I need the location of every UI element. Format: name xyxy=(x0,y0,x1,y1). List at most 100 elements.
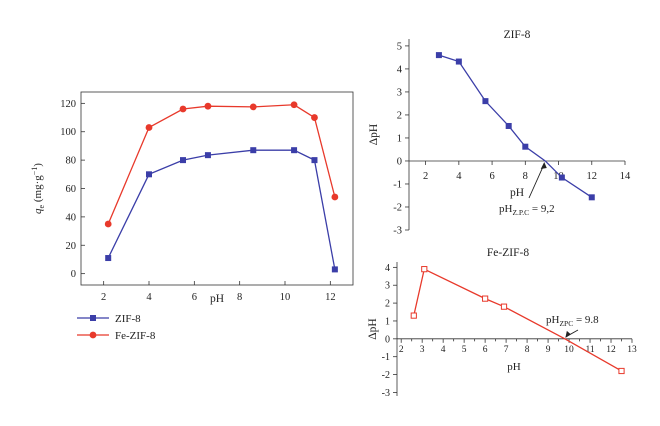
data-point-zif-8 xyxy=(505,122,512,129)
x-axis-label: pH xyxy=(210,293,224,305)
y-tick-label: 1 xyxy=(385,316,390,327)
x-axis-label: pH xyxy=(507,361,521,373)
x-tick-label: 2 xyxy=(399,345,404,355)
x-tick-label: 6 xyxy=(192,292,197,303)
data-point-zif-8 xyxy=(105,255,112,262)
data-point-fe-zif-8 xyxy=(249,103,257,111)
x-tick-label: 2 xyxy=(423,171,428,182)
y-tick-label: 2 xyxy=(397,110,402,121)
zpc-annotation-sub: ZPC xyxy=(559,319,573,328)
x-tick-label: 3 xyxy=(420,345,425,355)
x-tick-label: 6 xyxy=(483,345,488,355)
data-point-fe-zif-8 xyxy=(145,124,153,131)
data-point-fe-zif-8 xyxy=(421,266,428,273)
y-tick-label: -1 xyxy=(393,179,402,190)
series-line-zif-8 xyxy=(107,149,336,270)
y-tick-label: 2 xyxy=(385,299,390,310)
y-tick-label: 60 xyxy=(66,184,77,195)
plot-frame xyxy=(80,91,354,286)
data-point-fe-zif-8 xyxy=(410,312,417,319)
data-point-fe-zif-8 xyxy=(482,295,489,302)
data-point-zif-8 xyxy=(331,266,338,273)
data-point-fe-zif-8 xyxy=(311,114,318,121)
y-tick-label: 0 xyxy=(385,334,390,345)
y-tick-label: 80 xyxy=(66,156,77,167)
x-tick-label: 13 xyxy=(627,345,637,355)
y-axis-label-unit: (mg·g xyxy=(32,175,44,205)
legend-label-fe-zif-8: Fe-ZIF-8 xyxy=(115,330,156,342)
y-tick-label: 5 xyxy=(397,41,402,52)
y-tick-label: 1 xyxy=(397,133,402,144)
y-tick-label: 4 xyxy=(385,263,390,274)
data-point-fe-zif-8 xyxy=(500,303,508,310)
data-point-zif-8 xyxy=(180,157,186,164)
fezif8-delta-ph-panel: 2 3 4 5 6 7 8 9 10 11 12 1343210-1-2-3Fe-ZIF-8pHΔpH… xyxy=(367,247,637,399)
panel-title: Fe-ZIF-8 xyxy=(487,247,529,259)
y-tick-label: 20 xyxy=(66,241,77,252)
x-tick-label: 7 xyxy=(504,345,509,355)
series-line-zif-8 xyxy=(438,54,593,198)
zpc-annotation: pHZPC = 9.8 xyxy=(546,314,599,328)
y-tick-label: 3 xyxy=(397,87,402,98)
y-tick-label: 120 xyxy=(60,99,76,110)
y-tick-label: 4 xyxy=(397,64,403,75)
y-tick-label: 0 xyxy=(397,156,402,167)
zpc-annotation-value: = 9,2 xyxy=(529,203,554,215)
data-point-zif-8 xyxy=(311,157,318,164)
zpc-annotation-value: = 9.8 xyxy=(573,314,599,326)
x-tick-label: 4 xyxy=(146,292,152,303)
zpc-annotation-ph: pH xyxy=(546,314,560,326)
x-tick-label: 6 xyxy=(489,171,494,182)
x-axis-label: pH xyxy=(510,187,524,199)
series-line-fe-zif-8 xyxy=(107,104,336,225)
x-tick-label: 8 xyxy=(525,345,530,355)
x-tick-label: 12 xyxy=(325,292,336,303)
x-tick-label: 8 xyxy=(237,292,242,303)
y-tick-label: 3 xyxy=(385,281,390,292)
legend-marker-zif-8 xyxy=(90,315,96,321)
data-point-fe-zif-8 xyxy=(331,193,339,201)
y-tick-label: -2 xyxy=(382,370,390,381)
x-tick-label: 8 xyxy=(523,171,528,182)
x-tick-label: 5 xyxy=(462,345,467,355)
x-tick-label: 4 xyxy=(441,345,446,355)
zpc-annotation-ph: pH xyxy=(499,203,513,215)
x-tick-label: 4 xyxy=(456,171,462,182)
data-point-fe-zif-8 xyxy=(104,220,112,228)
zif8-delta-ph-panel: 2 4 6 8 10 12 14543210-1-2-3ZIF-8pHΔpHpHZ.P.C … xyxy=(368,29,631,237)
y-axis-label-sup: −1 xyxy=(30,167,39,176)
annotation-arrowhead xyxy=(540,161,547,169)
y-tick-label: -2 xyxy=(393,202,402,213)
data-point-zif-8 xyxy=(522,143,529,150)
x-tick-label: 12 xyxy=(587,171,598,182)
x-tick-label: 10 xyxy=(553,171,564,182)
y-axis-label-q: q xyxy=(32,208,44,214)
zpc-annotation: pHZ.P.C = 9,2 xyxy=(499,203,555,217)
x-tick-label: 2 xyxy=(101,292,106,303)
data-point-fe-zif-8 xyxy=(290,101,298,109)
y-tick-label: -3 xyxy=(393,226,402,237)
series-line-fe-zif-8 xyxy=(413,268,622,372)
panel-title: ZIF-8 xyxy=(504,29,531,41)
x-tick-label: 14 xyxy=(620,171,631,182)
x-tick-label: 9 xyxy=(546,345,551,355)
y-tick-label: 0 xyxy=(71,269,76,280)
y-axis-label: qe (mg·g−1) xyxy=(30,163,46,214)
data-point-fe-zif-8 xyxy=(179,105,187,113)
x-tick-label: 12 xyxy=(606,345,616,355)
data-point-fe-zif-8 xyxy=(204,102,212,110)
data-point-zif-8 xyxy=(291,147,298,154)
y-tick-label: 100 xyxy=(60,127,76,138)
data-point-zif-8 xyxy=(588,194,595,201)
data-point-zif-8 xyxy=(146,171,152,178)
y-tick-label: -3 xyxy=(382,388,390,399)
x-tick-label: 10 xyxy=(564,345,574,355)
data-point-zif-8 xyxy=(455,58,462,65)
legend-marker-fe-zif-8 xyxy=(89,331,97,339)
x-tick-label: 10 xyxy=(280,292,291,303)
y-axis-label-sub: e xyxy=(37,204,46,208)
data-point-zif-8 xyxy=(250,147,257,154)
annotation-arrow xyxy=(528,163,545,199)
